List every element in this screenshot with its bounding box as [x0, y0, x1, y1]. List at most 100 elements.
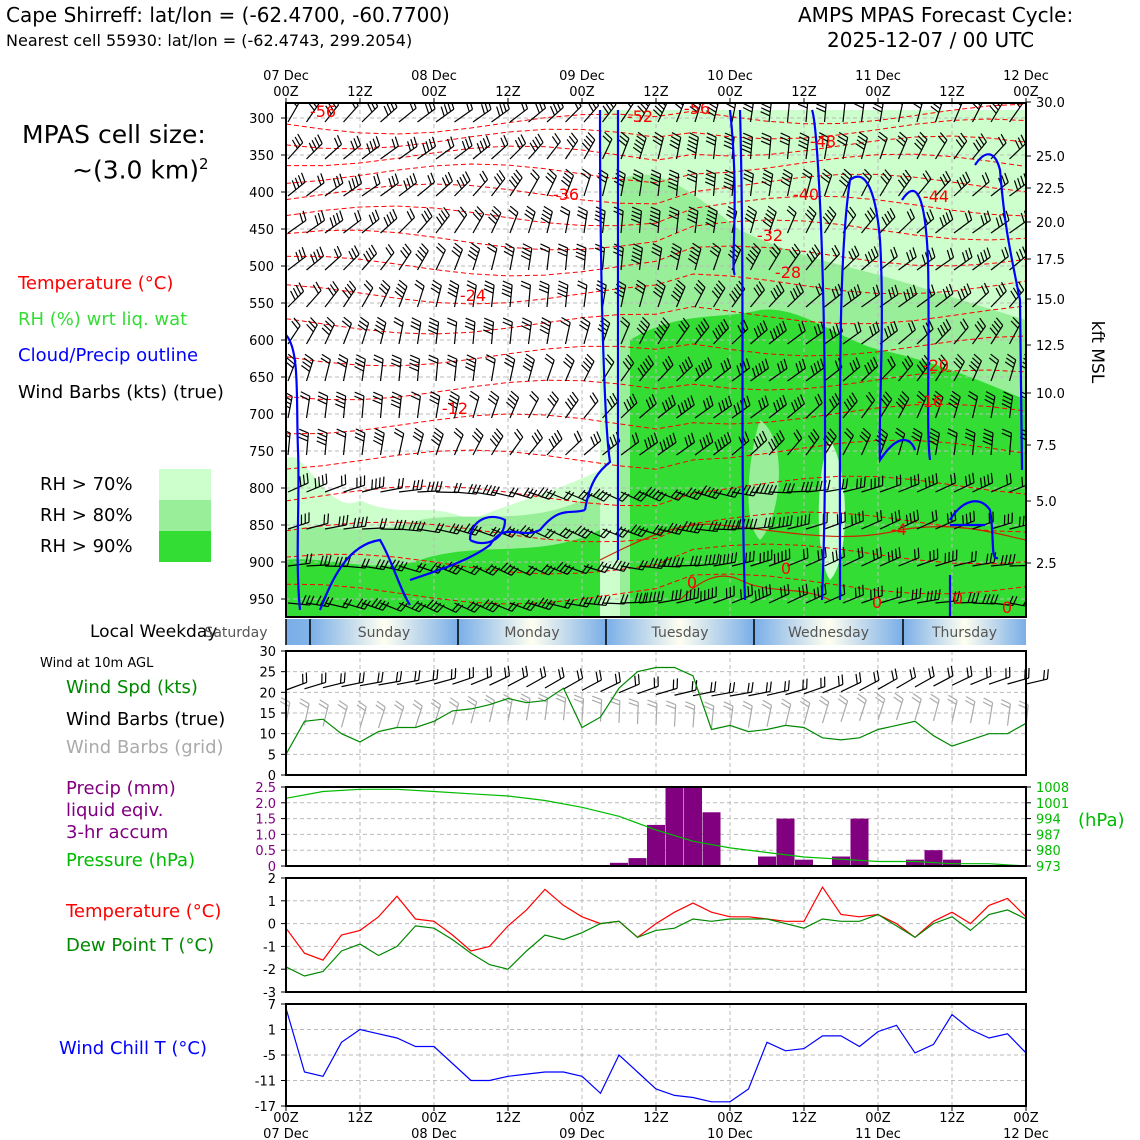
- precip-bar: [702, 812, 721, 866]
- bottom-hour-label: 00Z: [717, 1111, 743, 1126]
- upper-wind-barb: [990, 473, 1012, 493]
- upper-wind-barb: [859, 427, 872, 456]
- upper-wind-barb: [713, 395, 733, 419]
- legend-rh80-swatch: [159, 500, 211, 531]
- upper-wind-barb: [428, 354, 439, 382]
- cloud-outline-segment: [974, 153, 1024, 471]
- pressure-tick-label: 980: [1036, 844, 1061, 859]
- upper-wind-barb: [898, 284, 918, 308]
- upper-wind-barb: [649, 169, 662, 197]
- upper-wind-barb: [509, 134, 527, 160]
- legend-precip-accum: 3-hr accum: [66, 822, 169, 843]
- upper-wind-barb: [649, 206, 661, 234]
- upper-wind-barb: [879, 246, 898, 271]
- legend-wind-speed: Wind Spd (kts): [66, 677, 198, 698]
- upper-wind-barb: [676, 555, 702, 567]
- top-hour-label: 12Z: [495, 85, 521, 100]
- upper-wind-barb: [947, 428, 958, 456]
- true-wind-barb: [896, 667, 917, 689]
- grid-wind-barb: [761, 699, 773, 727]
- upper-wind-barb: [630, 206, 643, 234]
- upper-wind-barb: [694, 432, 714, 456]
- upper-wind-barb: [471, 427, 484, 456]
- top-hour-label: 00Z: [273, 85, 299, 100]
- upper-wind-barb: [546, 490, 575, 501]
- upper-wind-barb: [713, 519, 740, 531]
- upper-wind-barb: [341, 316, 353, 345]
- upper-wind-barb: [298, 428, 310, 456]
- precip-bar: [795, 859, 813, 866]
- upper-wind-barb: [435, 136, 455, 160]
- upper-wind-barb: [898, 473, 920, 493]
- upper-wind-barb: [879, 474, 902, 493]
- upper-wind-barb: [417, 172, 436, 197]
- legend-rh70-label: RH > 70%: [40, 474, 133, 495]
- upper-wind-barb: [842, 476, 866, 493]
- upper-wind-barb: [601, 131, 613, 160]
- legend-rh: RH (%) wrt liq. wat: [18, 309, 188, 330]
- upper-wind-barb: [465, 354, 477, 382]
- upper-wind-barb: [990, 512, 1013, 530]
- cloud-outline-segment: [468, 515, 507, 545]
- legend-wind-chill: Wind Chill T (°C): [59, 1038, 207, 1059]
- true-wind-barb: [415, 669, 439, 685]
- upper-wind-barb: [972, 172, 990, 197]
- upper-wind-barb: [786, 205, 797, 234]
- upper-wind-barb: [620, 524, 649, 538]
- upper-wind-barb: [414, 279, 425, 308]
- upper-wind-barb: [620, 393, 638, 419]
- upper-wind-barb: [861, 356, 879, 382]
- upper-wind-barb: [780, 168, 793, 197]
- upper-wind-barb: [491, 134, 509, 160]
- upper-wind-barb: [565, 103, 582, 123]
- y-tick-label: 30: [259, 645, 276, 660]
- true-wind-barb: [341, 672, 365, 688]
- upper-wind-barb: [798, 132, 810, 160]
- upper-wind-barb: [581, 353, 595, 382]
- kft-tick-label: 5.0: [1036, 495, 1057, 510]
- upper-wind-barb: [380, 173, 399, 197]
- weekday-cell: [458, 619, 606, 645]
- grid-wind-barb: [318, 699, 329, 727]
- upper-wind-barb: [657, 355, 674, 382]
- upper-wind-barb: [565, 596, 593, 608]
- upper-wind-barb: [410, 317, 422, 345]
- top-date-label: 11 Dec: [855, 69, 901, 84]
- legend-rh90-label: RH > 90%: [40, 536, 133, 557]
- upper-wind-barb: [354, 428, 366, 456]
- upper-wind-barb: [454, 171, 471, 197]
- top-hour-label: 00Z: [569, 85, 595, 100]
- y-tick-label: -3: [263, 986, 276, 1001]
- upper-wind-barb: [380, 559, 408, 572]
- upper-wind-barb: [430, 427, 444, 456]
- temperature-contour: [286, 273, 1026, 305]
- cloud-outline-segment: [583, 109, 612, 511]
- upper-wind-barb: [306, 173, 325, 197]
- upper-wind-barb: [916, 589, 941, 604]
- upper-wind-barb: [501, 280, 513, 308]
- cloud-outline-segment: [409, 508, 586, 582]
- upper-wind-barb: [750, 584, 772, 604]
- upper-wind-barb: [652, 103, 668, 123]
- upper-wind-barb: [761, 169, 774, 197]
- upper-wind-barb: [1028, 597, 1055, 608]
- y-tick-label: 0: [268, 860, 276, 875]
- upper-wind-barb: [855, 131, 868, 160]
- cell-size-value: ~(3.0 km)2: [72, 155, 209, 185]
- top-hour-label: 12Z: [791, 85, 817, 100]
- grid-wind-barb: [893, 692, 904, 721]
- upper-wind-barb: [916, 548, 939, 567]
- upper-wind-barb: [741, 132, 754, 160]
- upper-wind-barb: [357, 316, 370, 345]
- grid-wind-barb: [591, 695, 603, 722]
- upper-wind-barb: [914, 131, 928, 160]
- upper-wind-barb: [818, 132, 829, 160]
- upper-wind-barb: [750, 320, 768, 345]
- y-tick-label: 2: [268, 872, 276, 887]
- cloud-outline-segment: [318, 538, 411, 611]
- legend-wind-barbs-grid: Wind Barbs (grid): [66, 737, 224, 758]
- y-tick-label: 0: [268, 769, 276, 784]
- upper-wind-barb: [429, 391, 441, 419]
- bottom-hour-label: 12Z: [495, 1111, 521, 1126]
- upper-wind-barb: [787, 513, 811, 530]
